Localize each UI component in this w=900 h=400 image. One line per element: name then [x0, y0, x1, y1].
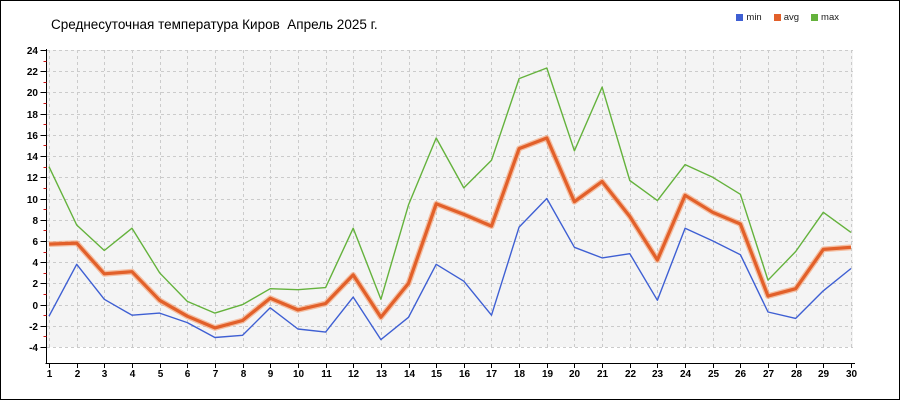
y-axis-label: 6	[32, 237, 38, 248]
legend: min avg max	[736, 12, 839, 23]
x-axis-label: 30	[846, 369, 858, 380]
legend-label-avg: avg	[783, 12, 800, 23]
x-axis-label: 10	[293, 369, 305, 380]
x-axis-label: 14	[404, 369, 416, 380]
legend-item-min: min	[736, 12, 762, 23]
y-axis-label: 16	[27, 131, 39, 142]
legend-swatch-min	[736, 14, 744, 21]
x-axis-label: 6	[185, 369, 191, 380]
y-axis-label: 18	[27, 110, 39, 121]
y-axis-label: 2	[32, 279, 38, 290]
legend-swatch-max	[811, 14, 819, 21]
x-axis-label: 15	[431, 369, 443, 380]
y-axis-label: -2	[29, 322, 38, 333]
y-axis-label: 0	[32, 301, 38, 312]
x-axis-label: 21	[597, 369, 609, 380]
x-axis-label: 25	[708, 369, 720, 380]
y-axis-label: 24	[27, 46, 39, 57]
x-axis-label: 7	[213, 369, 219, 380]
y-axis-label: 20	[27, 88, 39, 99]
x-axis-label: 3	[102, 369, 108, 380]
x-axis-label: 17	[486, 369, 498, 380]
x-axis-label: 13	[376, 369, 388, 380]
plot-area	[47, 50, 853, 347]
legend-item-avg: avg	[773, 12, 800, 23]
x-axis-label: 1	[47, 369, 53, 380]
x-axis-label: 2	[75, 369, 81, 380]
x-axis-label: 18	[514, 369, 526, 380]
x-axis-label: 23	[652, 369, 664, 380]
x-axis-label: 29	[818, 369, 830, 380]
x-axis-label: 19	[542, 369, 554, 380]
x-axis-label: 4	[130, 369, 136, 380]
legend-label-min: min	[746, 12, 762, 23]
legend-label-max: max	[821, 12, 839, 23]
y-axis-label: 14	[27, 152, 39, 163]
x-axis-label: 8	[241, 369, 247, 380]
x-axis-label: 5	[158, 369, 164, 380]
x-axis-label: 26	[735, 369, 747, 380]
x-axis-label: 9	[268, 369, 274, 380]
y-axis-label: 22	[27, 67, 39, 78]
y-axis-label: 10	[27, 195, 39, 206]
x-axis-label: 24	[680, 369, 692, 380]
series-max-line	[48, 67, 852, 314]
x-axis-label: 20	[569, 369, 581, 380]
series-min-line	[48, 197, 852, 341]
chart-title: Среднесуточная температура Киров Апрель …	[51, 17, 378, 32]
legend-item-max: max	[811, 12, 839, 23]
x-axis-label: 27	[763, 369, 775, 380]
y-axis-label: -4	[29, 343, 38, 354]
y-axis-label: 8	[32, 216, 38, 227]
legend-swatch-avg	[773, 14, 781, 21]
x-axis-label: 22	[625, 369, 637, 380]
x-axis-label: 28	[791, 369, 803, 380]
x-axis-label: 12	[348, 369, 360, 380]
y-axis-label: 12	[27, 173, 39, 184]
x-axis-label: 16	[459, 369, 471, 380]
x-axis-label: 11	[321, 369, 332, 380]
y-axis-label: 4	[32, 258, 38, 269]
series-avg-line	[48, 136, 852, 330]
